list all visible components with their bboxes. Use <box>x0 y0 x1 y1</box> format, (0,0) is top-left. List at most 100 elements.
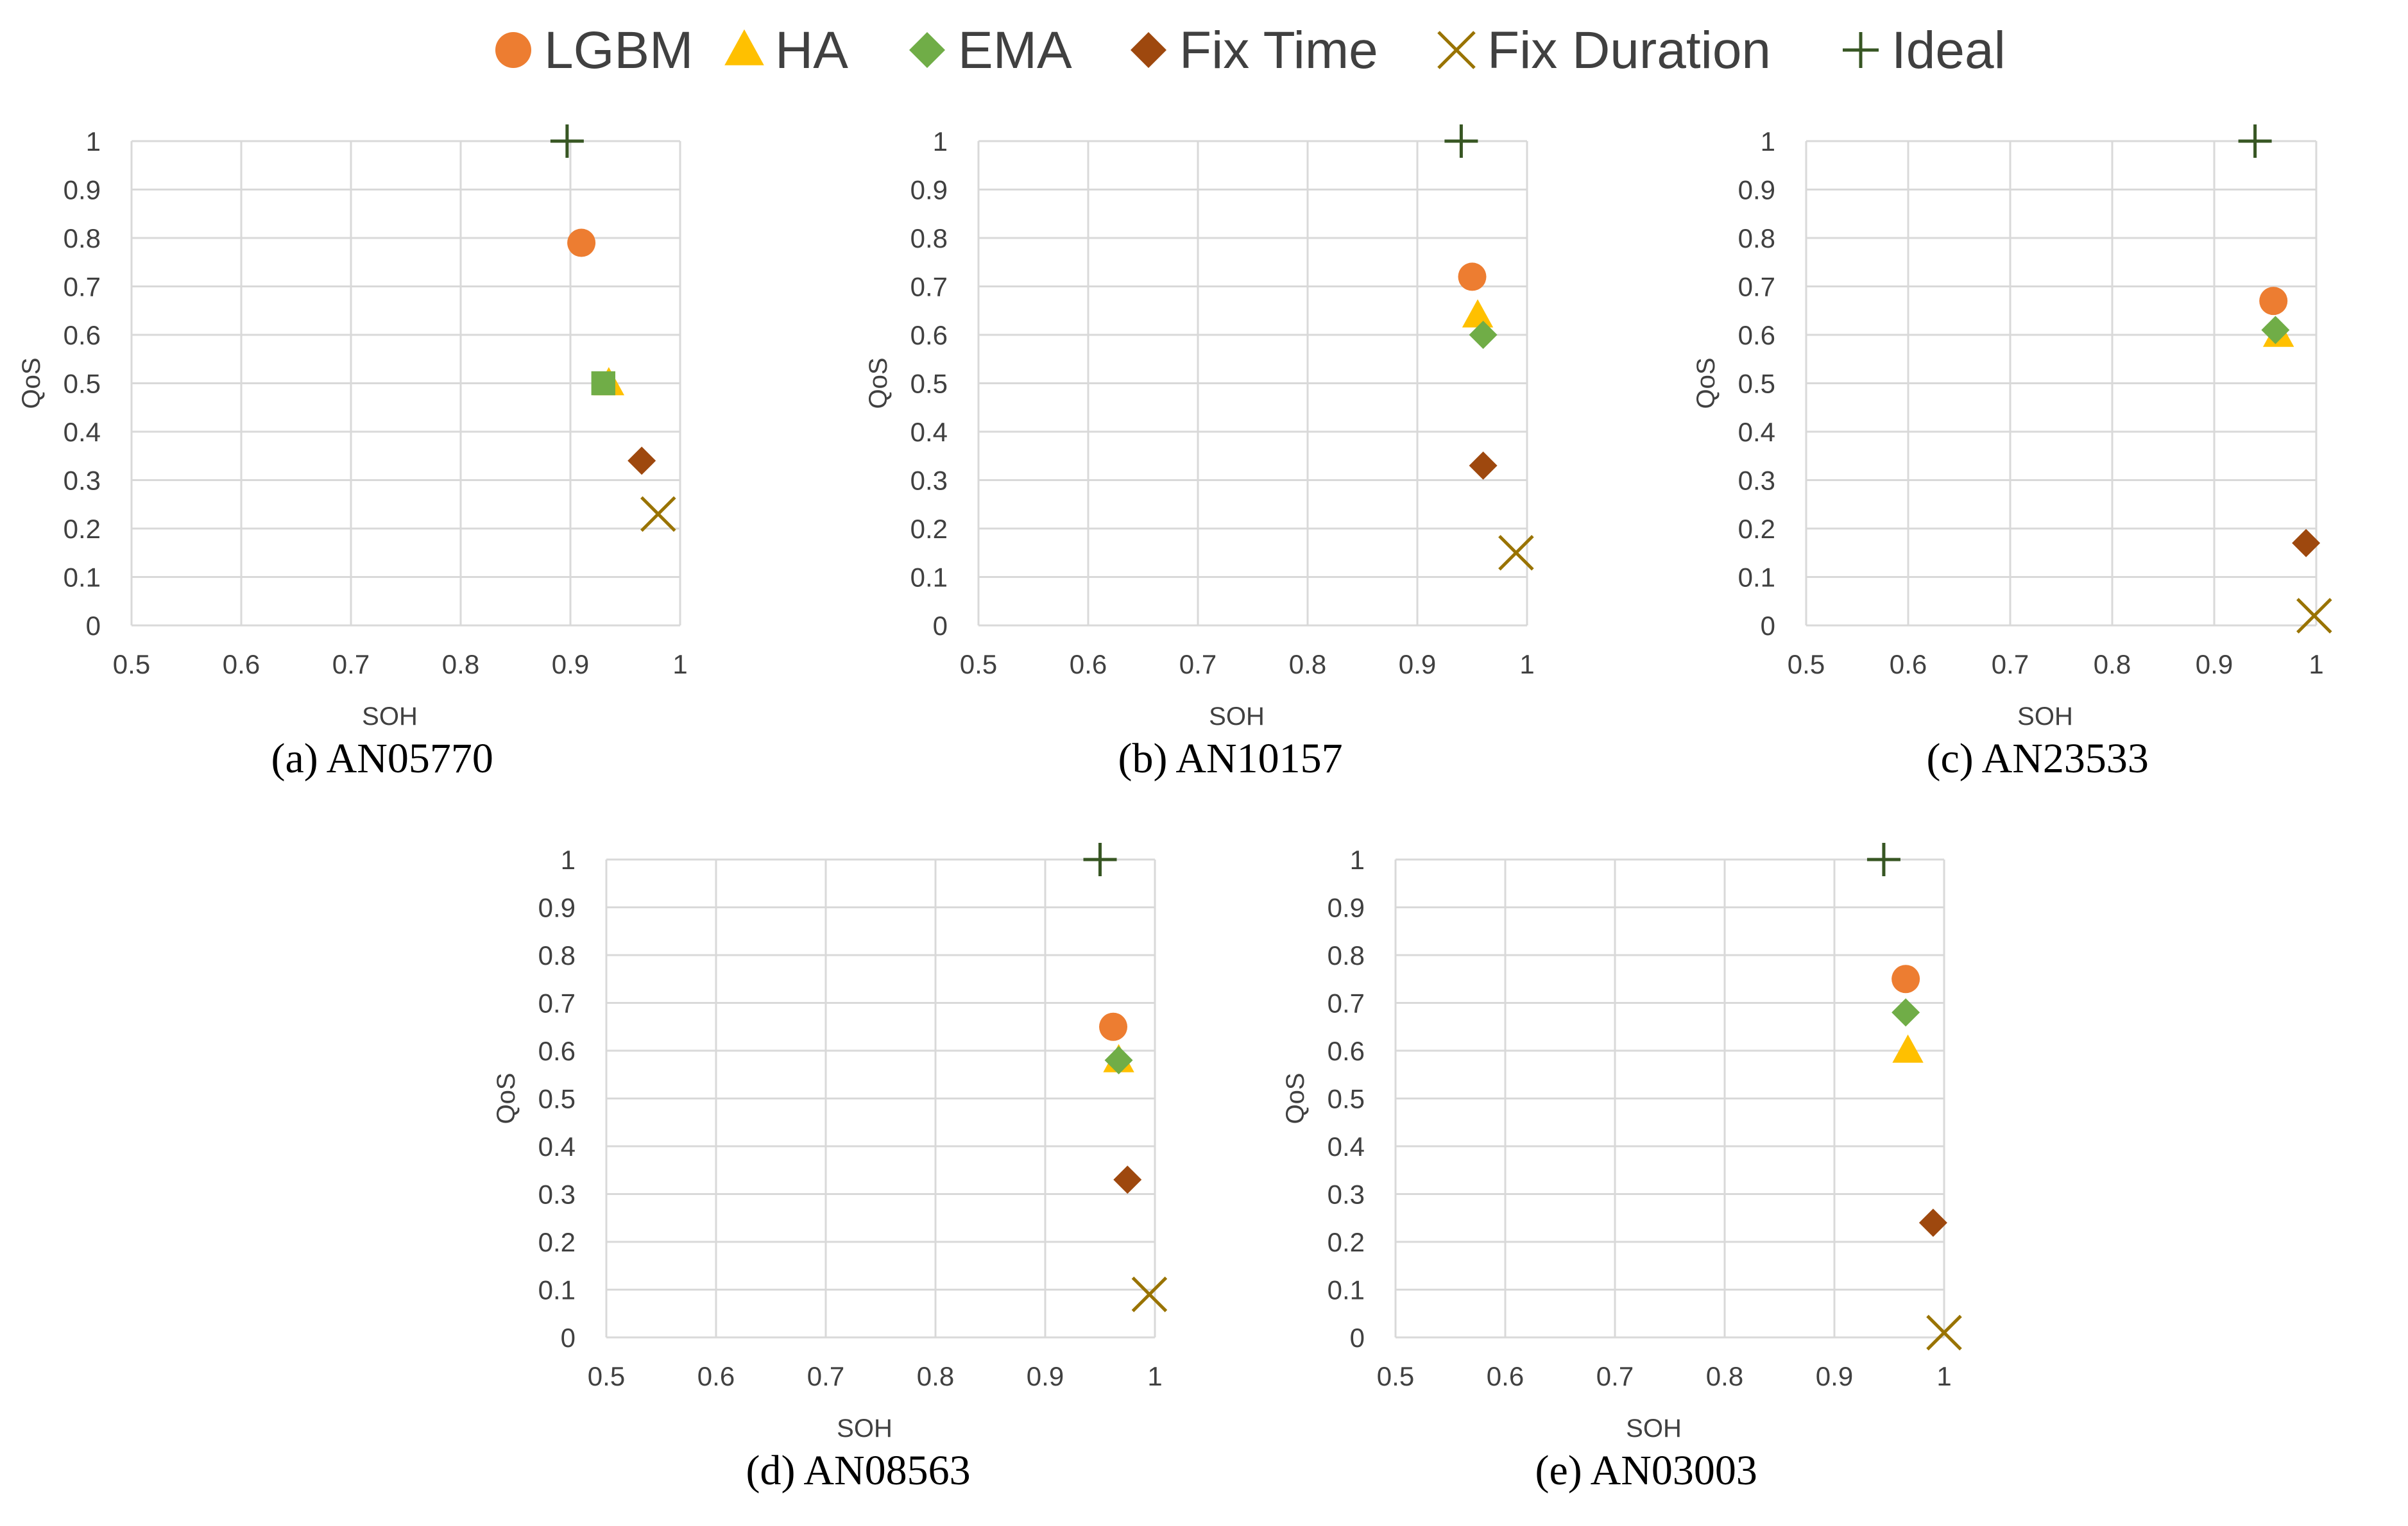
y-tick-label: 1 <box>1761 126 1775 157</box>
y-tick-label: 0.3 <box>910 466 948 496</box>
chart-panel-e: 0 0.1 0.2 0.3 0.4 0.5 0.6 0.7 0.8 0.9 1 0.5 0.6 0.7 0.… <box>1264 815 2034 1526</box>
y-tick-label: 0 <box>561 1323 576 1353</box>
y-tick-label: 0.2 <box>1328 1227 1365 1257</box>
data-points <box>1083 843 1168 1312</box>
legend-label-ideal: Ideal <box>1891 21 2006 80</box>
scatter-plot: 0 0.1 0.2 0.3 0.4 0.5 0.6 0.7 0.8 0.9 1 0.5 0.6 0.7 0.… <box>1281 843 1962 1443</box>
x-tick-label: 1 <box>1147 1361 1162 1391</box>
point-ema <box>1891 998 1920 1027</box>
y-tick-label: 0.8 <box>1328 940 1365 971</box>
y-tick-label: 0.9 <box>1328 893 1365 923</box>
point-fixduration <box>640 496 676 532</box>
legend-marker-ema <box>909 32 945 68</box>
y-tick-label: 0.3 <box>538 1180 576 1210</box>
y-tick-label: 0 <box>86 611 101 641</box>
x-tick-label: 0.5 <box>960 649 997 679</box>
x-tick-label: 1 <box>1936 1361 1951 1391</box>
y-tick-label: 0.4 <box>538 1132 576 1162</box>
legend-marker-ideal <box>1843 32 1879 68</box>
y-tick-label: 0.3 <box>1328 1180 1365 1210</box>
panel-caption: (b) AN10157 <box>1118 735 1343 782</box>
y-tick-label: 0.4 <box>1328 1132 1365 1162</box>
chart-panel-c: 0 0.1 0.2 0.3 0.4 0.5 0.6 0.7 0.8 0.9 1 0.5 0.6 0.7 0.… <box>1675 96 2406 789</box>
legend-marker-lgbm <box>495 32 531 68</box>
y-axis-label: QoS <box>1692 357 1720 409</box>
x-tick-label: 1 <box>1519 649 1534 679</box>
point-ideal <box>550 124 584 158</box>
panel-caption: (c) AN23533 <box>1926 735 2149 782</box>
point-ha <box>1892 1034 1924 1063</box>
legend-label-ha: HA <box>775 21 848 80</box>
y-tick-label: 0.5 <box>64 369 101 399</box>
x-tick-label: 0.6 <box>223 649 260 679</box>
legend-item-fixduration: Fix Duration <box>1437 21 1771 80</box>
y-tick-label: 0.5 <box>910 369 948 399</box>
legend-marker-fixtime <box>1131 32 1166 68</box>
y-tick-label: 0.4 <box>1738 417 1775 447</box>
data-points <box>550 124 676 532</box>
point-ideal <box>1866 843 1900 876</box>
y-tick-label: 0.8 <box>538 940 576 971</box>
y-tick-label: 0.8 <box>910 223 948 253</box>
y-tick-label: 0.2 <box>1738 514 1775 544</box>
point-fixtime <box>2292 529 2321 557</box>
point-ha <box>1462 299 1494 328</box>
x-tick-label: 0.9 <box>552 649 589 679</box>
x-tick-label: 0.5 <box>113 649 150 679</box>
y-tick-label: 0.1 <box>910 563 948 593</box>
x-tick-label: 0.8 <box>2094 649 2131 679</box>
x-tick-label: 0.6 <box>1890 649 1927 679</box>
x-tick-label: 0.6 <box>1070 649 1107 679</box>
y-tick-label: 0.1 <box>1738 563 1775 593</box>
y-tick-label: 0.5 <box>1328 1084 1365 1114</box>
y-tick-label: 0.1 <box>538 1275 576 1305</box>
x-axis-label: SOH <box>2017 702 2073 731</box>
x-tick-label: 0.9 <box>1399 649 1436 679</box>
y-tick-label: 0.8 <box>1738 223 1775 253</box>
y-tick-label: 1 <box>561 845 576 875</box>
x-tick-label: 0.5 <box>1377 1361 1414 1391</box>
y-tick-label: 0.2 <box>538 1227 576 1257</box>
y-tick-label: 0.6 <box>538 1036 576 1066</box>
y-tick-label: 0.4 <box>910 417 948 447</box>
x-axis-label: SOH <box>837 1414 892 1443</box>
y-tick-label: 0 <box>1761 611 1775 641</box>
chart-panel-b: 0 0.1 0.2 0.3 0.4 0.5 0.6 0.7 0.8 0.9 1 0.5 0.6 0.7 0.… <box>847 96 1617 789</box>
chart-panel-d: 0 0.1 0.2 0.3 0.4 0.5 0.6 0.7 0.8 0.9 1 0.5 0.6 0.7 0.… <box>475 815 1245 1526</box>
y-tick-label: 0.9 <box>910 175 948 205</box>
x-tick-label: 0.7 <box>1179 649 1217 679</box>
x-tick-label: 0.8 <box>917 1361 954 1391</box>
data-points <box>1866 843 1962 1351</box>
x-tick-label: 0.7 <box>1992 649 2029 679</box>
x-axis-label: SOH <box>1209 702 1265 731</box>
point-ideal <box>1444 124 1478 158</box>
y-tick-label: 0.6 <box>64 320 101 350</box>
x-tick-label: 0.8 <box>442 649 479 679</box>
x-tick-label: 0.6 <box>697 1361 735 1391</box>
point-ideal <box>2238 124 2272 158</box>
y-tick-label: 0.4 <box>64 417 101 447</box>
y-tick-label: 0.3 <box>64 466 101 496</box>
y-tick-label: 1 <box>1350 845 1365 875</box>
x-axis-label: SOH <box>1626 1414 1682 1443</box>
scatter-plot: 0 0.1 0.2 0.3 0.4 0.5 0.6 0.7 0.8 0.9 1 0.5 0.6 0.7 0.… <box>1692 124 2332 731</box>
legend-item-ema: EMA <box>909 21 1072 80</box>
y-tick-label: 0.3 <box>1738 466 1775 496</box>
y-tick-label: 0.6 <box>1738 320 1775 350</box>
data-points <box>2238 124 2332 634</box>
y-axis-label: QoS <box>492 1072 520 1124</box>
gridlines <box>1805 140 2318 627</box>
x-axis-label: SOH <box>362 702 418 731</box>
x-tick-label: 0.9 <box>1027 1361 1064 1391</box>
point-fixtime <box>628 446 656 475</box>
x-tick-label: 0.7 <box>1596 1361 1634 1391</box>
data-points <box>1444 124 1534 571</box>
y-tick-label: 0.2 <box>910 514 948 544</box>
x-tick-label: 0.8 <box>1706 1361 1743 1391</box>
x-tick-label: 0.7 <box>332 649 370 679</box>
point-fixduration <box>1131 1276 1168 1312</box>
point-fixtime <box>1918 1208 1947 1237</box>
y-tick-label: 0.9 <box>1738 175 1775 205</box>
x-tick-label: 0.7 <box>807 1361 844 1391</box>
legend-marker-fixduration <box>1437 31 1476 69</box>
